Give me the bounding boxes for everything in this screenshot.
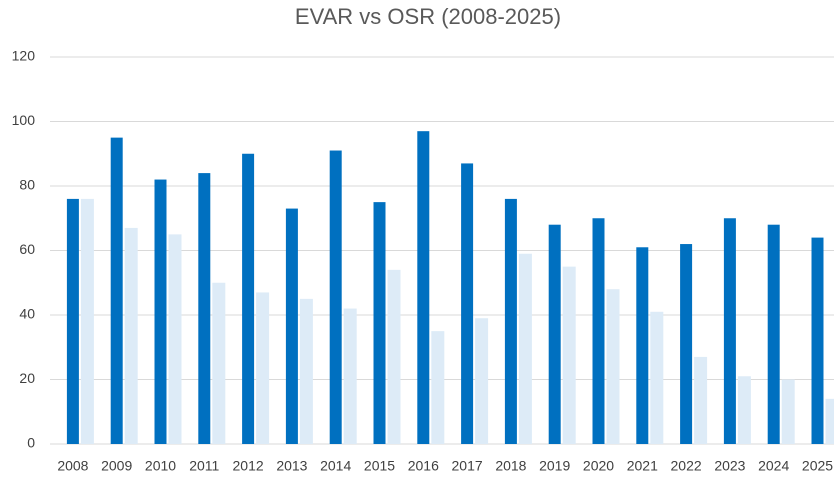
bar bbox=[694, 356, 708, 444]
x-tick-label: 2025 bbox=[802, 458, 833, 474]
x-tick-label: 2011 bbox=[189, 458, 219, 474]
x-tick-label: 2023 bbox=[714, 458, 745, 474]
bar bbox=[256, 292, 270, 444]
x-tick-label: 2021 bbox=[627, 458, 658, 474]
x-tick-label: 2010 bbox=[145, 458, 176, 474]
bar bbox=[66, 198, 79, 444]
x-tick-label: 2016 bbox=[408, 458, 439, 474]
bar bbox=[562, 266, 576, 444]
x-tick-label: 2008 bbox=[57, 458, 88, 474]
x-tick-label: 2018 bbox=[495, 458, 526, 474]
x-tick-label: 2013 bbox=[276, 458, 307, 474]
y-tick-label: 120 bbox=[12, 48, 36, 64]
x-tick-label: 2017 bbox=[452, 458, 483, 474]
bar bbox=[461, 163, 474, 445]
bar bbox=[650, 311, 664, 444]
bar bbox=[723, 218, 736, 444]
y-tick-label: 40 bbox=[19, 306, 35, 322]
bar bbox=[548, 224, 561, 444]
x-tick-label: 2020 bbox=[583, 458, 614, 474]
bar bbox=[636, 247, 649, 444]
bar bbox=[242, 153, 255, 444]
bar bbox=[811, 237, 824, 444]
x-tick-label: 2012 bbox=[233, 458, 264, 474]
y-tick-label: 100 bbox=[12, 112, 36, 128]
bar bbox=[343, 308, 357, 444]
y-tick-label: 60 bbox=[19, 241, 35, 257]
bar bbox=[212, 282, 226, 444]
bar bbox=[80, 198, 94, 444]
x-tick-label: 2022 bbox=[671, 458, 702, 474]
bar bbox=[329, 150, 342, 444]
bar bbox=[198, 173, 211, 444]
x-tick-label: 2024 bbox=[758, 458, 789, 474]
bar bbox=[154, 179, 167, 445]
bar bbox=[373, 202, 386, 444]
bar bbox=[504, 198, 517, 444]
bar bbox=[299, 298, 313, 444]
bar bbox=[285, 208, 298, 444]
bar bbox=[168, 234, 182, 444]
bar bbox=[680, 244, 693, 444]
bar bbox=[737, 376, 751, 444]
bar bbox=[475, 318, 489, 444]
bar bbox=[110, 137, 123, 444]
bar bbox=[417, 131, 430, 445]
x-tick-label: 2014 bbox=[320, 458, 351, 474]
bar bbox=[767, 224, 780, 444]
x-tick-label: 2009 bbox=[101, 458, 132, 474]
bar bbox=[825, 398, 834, 444]
bar bbox=[387, 269, 401, 444]
bar bbox=[592, 218, 605, 444]
bar bbox=[431, 331, 445, 444]
bar bbox=[606, 289, 620, 444]
x-tick-label: 2019 bbox=[539, 458, 570, 474]
bar bbox=[124, 227, 138, 444]
y-tick-label: 0 bbox=[27, 435, 35, 451]
bar bbox=[781, 379, 795, 444]
x-tick-label: 2015 bbox=[364, 458, 395, 474]
chart-title: EVAR vs OSR (2008-2025) bbox=[295, 4, 561, 29]
y-tick-label: 80 bbox=[19, 177, 35, 193]
y-tick-label: 20 bbox=[19, 370, 35, 386]
bar bbox=[518, 253, 532, 444]
